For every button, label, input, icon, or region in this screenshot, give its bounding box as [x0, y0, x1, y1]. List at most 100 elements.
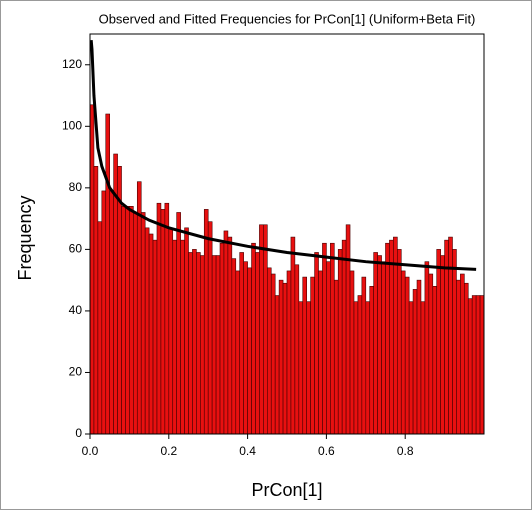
- bar: [400, 270, 406, 435]
- bar: [263, 224, 268, 435]
- bar: [223, 230, 229, 435]
- bar: [89, 104, 95, 435]
- bar: [306, 301, 311, 435]
- bar: [345, 224, 351, 435]
- bar: [373, 252, 378, 435]
- y-tick-label: 100: [62, 118, 82, 132]
- bar: [274, 295, 280, 435]
- bar: [93, 166, 99, 435]
- bar: [369, 286, 374, 435]
- bar: [211, 255, 217, 435]
- bar: [231, 258, 237, 435]
- bar: [294, 264, 300, 435]
- y-tick-label: 40: [69, 303, 83, 317]
- bar: [215, 255, 221, 435]
- bar: [428, 273, 434, 435]
- bar: [404, 276, 410, 435]
- bar: [207, 221, 213, 435]
- bar: [243, 261, 248, 435]
- bar: [168, 227, 174, 435]
- y-tick-label: 20: [69, 365, 83, 379]
- y-tick-label: 0: [75, 426, 82, 440]
- bar: [326, 261, 331, 435]
- bar: [259, 224, 264, 435]
- bar: [144, 227, 150, 435]
- bar: [397, 249, 402, 435]
- bar: [416, 279, 422, 435]
- x-tick-label: 0.2: [160, 444, 177, 458]
- bar: [337, 249, 343, 435]
- bar: [341, 239, 347, 435]
- bar: [129, 206, 134, 435]
- bar: [255, 252, 260, 435]
- bar: [432, 286, 438, 435]
- bar: [105, 113, 111, 435]
- bar: [463, 282, 469, 435]
- bar: [357, 295, 363, 435]
- bar: [408, 301, 414, 435]
- bar: [286, 270, 292, 435]
- bar: [353, 301, 359, 435]
- bar: [270, 273, 276, 435]
- bar: [298, 301, 304, 435]
- bar: [381, 261, 386, 435]
- bar: [219, 242, 225, 435]
- bar: [156, 202, 162, 435]
- bar: [176, 212, 181, 435]
- bar: [361, 276, 367, 435]
- fit-group: [90, 40, 477, 271]
- y-tick-label: 120: [62, 57, 82, 71]
- bar: [239, 252, 244, 435]
- x-tick-label: 0.8: [397, 444, 414, 458]
- bar: [436, 249, 441, 435]
- bar: [125, 206, 130, 435]
- bar: [109, 190, 114, 435]
- bar: [330, 242, 335, 435]
- y-tick-label: 60: [69, 242, 83, 256]
- bar: [188, 252, 193, 435]
- bar: [200, 255, 205, 435]
- x-tick-label: 0.0: [82, 444, 99, 458]
- bar: [349, 270, 355, 435]
- x-tick-label: 0.4: [239, 444, 256, 458]
- fit-line: [90, 40, 477, 271]
- bar: [251, 242, 256, 435]
- plot-border: [89, 33, 485, 435]
- bar: [302, 276, 308, 435]
- bar: [247, 267, 252, 435]
- bar: [471, 295, 477, 435]
- bar: [389, 239, 394, 435]
- bar: [460, 273, 465, 435]
- bar: [318, 270, 323, 435]
- bar: [192, 249, 197, 435]
- bar: [180, 239, 185, 435]
- y-tick-label: 80: [69, 180, 83, 194]
- bar: [475, 295, 481, 435]
- bar: [117, 166, 122, 435]
- bar: [452, 249, 457, 435]
- bar: [282, 282, 288, 435]
- bar: [140, 212, 146, 435]
- bar: [152, 239, 158, 435]
- bar: [203, 209, 209, 435]
- bar: [136, 181, 142, 435]
- bar: [184, 227, 189, 435]
- bar: [266, 267, 272, 435]
- bar: [467, 298, 473, 435]
- bar: [377, 255, 382, 435]
- bar: [121, 206, 126, 435]
- bar: [412, 289, 418, 435]
- bar: [172, 239, 177, 435]
- bar: [420, 301, 426, 435]
- bar: [97, 221, 103, 435]
- bar: [479, 295, 485, 435]
- x-tick-label: 0.6: [318, 444, 335, 458]
- bar: [440, 255, 445, 435]
- bar: [310, 276, 315, 435]
- chart-title: Observed and Fitted Frequencies for PrCo…: [99, 11, 476, 26]
- bar: [101, 190, 107, 435]
- bar: [365, 301, 371, 435]
- bar: [227, 236, 233, 435]
- bar: [148, 233, 154, 435]
